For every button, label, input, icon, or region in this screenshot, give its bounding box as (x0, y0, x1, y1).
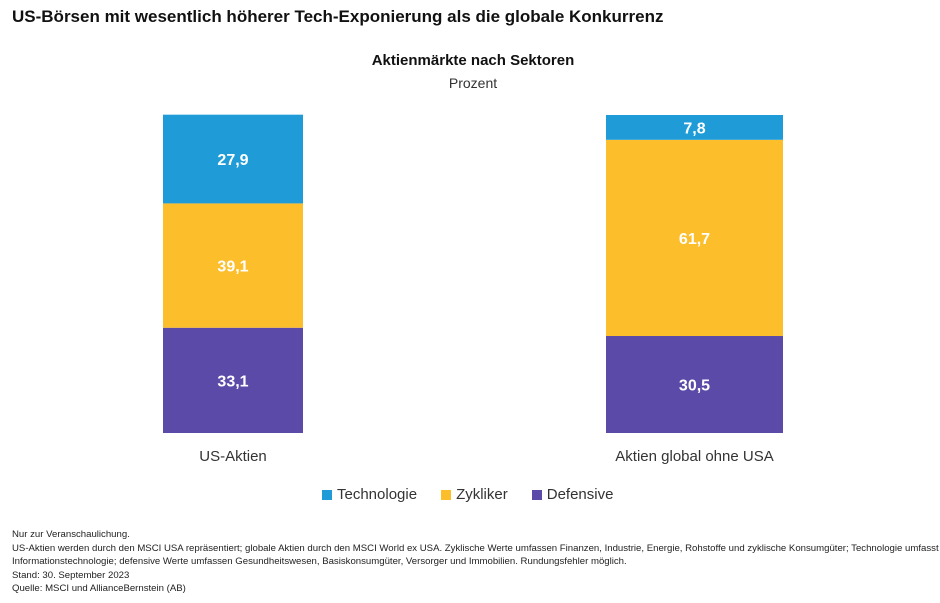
legend: Technologie Zykliker Defensive (322, 486, 637, 503)
chart-subtitle: Prozent (448, 75, 498, 91)
bar-defensive-1 (163, 327, 303, 433)
legend-label: Zykliker (456, 486, 508, 503)
legend-label: Defensive (546, 486, 614, 503)
headline: US-Börsen mit wesentlich höherer Tech-Ex… (12, 7, 664, 26)
legend-item-zykliker: Zykliker (441, 486, 508, 503)
category-label: US-Aktien (199, 448, 267, 465)
legend-swatch (322, 489, 332, 500)
chart-title: Aktienmärkte nach Sektoren (371, 52, 575, 69)
legend-item-defensive: Defensive (531, 486, 614, 503)
bar-defensive-2 (606, 336, 783, 433)
data-label: 33,1 (217, 373, 248, 390)
data-label: 39,1 (217, 259, 248, 276)
bar-technologie-2 (606, 115, 783, 140)
note-illustration: Nur zur Veranschaulichung. (12, 529, 130, 540)
bar-zykliker-2 (606, 139, 783, 337)
data-label: 27,9 (217, 152, 248, 169)
legend-swatch (441, 489, 452, 500)
bar-zykliker-1 (163, 203, 303, 328)
data-label: 30,5 (679, 378, 710, 395)
bar-technologie-1 (163, 114, 303, 204)
note-source: Quelle: MSCI und AllianceBernstein (AB) (12, 583, 186, 594)
data-label: 61,7 (679, 231, 710, 248)
category-label: Aktien global ohne USA (615, 448, 773, 465)
note-description-cont: Informationstechnologie; defensive Werte… (12, 556, 627, 567)
note-description: US-Aktien werden durch den MSCI USA repr… (12, 542, 939, 554)
data-label: 7,8 (683, 120, 705, 137)
legend-item-technologie: Technologie (322, 486, 417, 503)
legend-label: Technologie (337, 486, 418, 503)
stacked-bar-chart: 33,1 39,1 27,9 US-Aktien 30,5 61,7 7,8 Aktien g… (163, 114, 783, 465)
footnotes: Nur zur Veranschaulichung. US-Aktien wer… (12, 528, 939, 596)
legend-swatch (531, 489, 542, 500)
note-date: Stand: 30. September 2023 (12, 569, 130, 581)
